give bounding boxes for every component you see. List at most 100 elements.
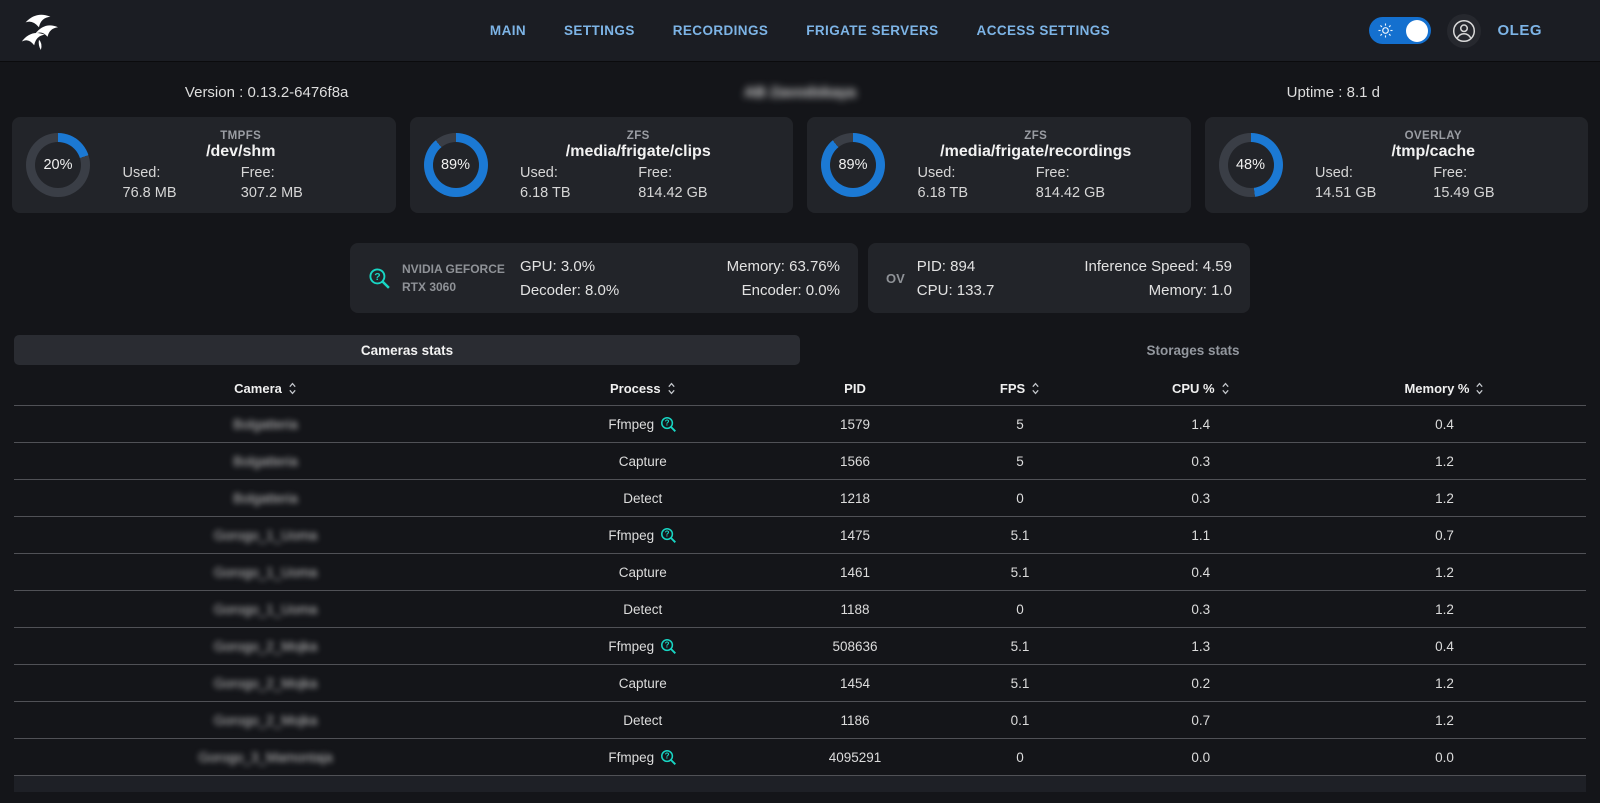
table-row: Gorogo_3_Mamontaja Ffmpeg ? 4095291 0 0.0 0.… xyxy=(14,738,1586,775)
camera-name-blurred: Gorogo_3_Mamontaja xyxy=(198,749,333,765)
column-label: Process xyxy=(609,380,661,396)
gpu-inspect-icon[interactable]: ? xyxy=(368,267,394,290)
detector-name: OV xyxy=(886,270,905,286)
svg-text:?: ? xyxy=(665,751,670,760)
free-value: 15.49 GB xyxy=(1433,184,1495,201)
storage-card-dev-shm: 20% TMPFS /dev/shm Used: 76.8 MB Free: 307… xyxy=(12,117,396,213)
table-row: Bolgatteria Ffmpeg ? 1579 5 1.4 0.4 xyxy=(14,405,1586,442)
free-label: Free: xyxy=(638,164,673,181)
fs-type-label: ZFS xyxy=(1024,129,1048,142)
gpu-stats-card: ? NVIDIA GEFORCE RTX 3060 GPU: 3.0% Deco… xyxy=(350,243,858,313)
pid-cell: 1454 xyxy=(839,675,871,691)
cpu-percent-cell: 1.4 xyxy=(1191,416,1211,432)
sort-icon xyxy=(667,382,675,395)
user-avatar-button[interactable] xyxy=(1447,13,1482,48)
camera-name-cell: Gorogo_1_Uoma xyxy=(14,565,517,580)
column-header-process[interactable]: Process xyxy=(517,380,769,396)
table-row: Gorogo_2_Mojka Capture 1454 5.1 0.2 1.2 xyxy=(14,664,1586,701)
column-header-pid: PID xyxy=(769,381,942,396)
process-name: Capture xyxy=(618,675,667,691)
process-name: Ffmpeg xyxy=(608,527,655,543)
used-label: Used: xyxy=(1315,164,1353,181)
usage-donut: 89% xyxy=(423,133,488,197)
nav-item-recordings[interactable]: RECORDINGS xyxy=(672,23,769,38)
gpu-stats-right: Memory: 63.76% Encoder: 0.0% xyxy=(727,258,840,299)
memory-percent-cell: 0.4 xyxy=(1435,638,1454,654)
table-row-partial xyxy=(14,775,1586,792)
user-icon xyxy=(1453,19,1476,42)
column-label: PID xyxy=(844,380,866,396)
usage-percent: 48% xyxy=(1227,142,1274,188)
username-label[interactable]: OLEG xyxy=(1497,22,1542,39)
pid-cell: 508636 xyxy=(832,638,878,654)
table-row: Gorogo_2_Mojka Detect 1186 0.1 0.7 1.2 xyxy=(14,701,1586,738)
stats-tabs: Cameras stats Storages stats xyxy=(14,335,1586,365)
column-label: Camera xyxy=(234,380,282,396)
used-label: Used: xyxy=(122,164,161,181)
column-header-camera[interactable]: Camera xyxy=(14,380,517,396)
process-name: Capture xyxy=(618,564,667,580)
tab-cameras-stats[interactable]: Cameras stats xyxy=(14,335,800,365)
camera-name-blurred: Gorogo_2_Mojka xyxy=(213,638,318,654)
column-header-fps[interactable]: FPS xyxy=(941,380,1098,396)
table-row: Bolgatteria Detect 1218 0 0.3 1.2 xyxy=(14,479,1586,516)
fps-cell: 5.1 xyxy=(1010,675,1030,691)
hardware-cards-row: ? NVIDIA GEFORCE RTX 3060 GPU: 3.0% Deco… xyxy=(0,243,1600,313)
memory-percent-cell: 0.7 xyxy=(1435,527,1454,543)
nav-item-access-settings[interactable]: ACCESS SETTINGS xyxy=(976,23,1111,38)
version-label: Version : 0.13.2-6476f8a xyxy=(184,83,349,101)
tab-storages-stats[interactable]: Storages stats xyxy=(1146,342,1240,358)
nav-item-settings[interactable]: SETTINGS xyxy=(564,23,635,38)
process-name: Ffmpeg xyxy=(608,749,655,765)
camera-name-cell: Bolgatteria xyxy=(14,417,517,432)
column-header-cpu[interactable]: CPU % xyxy=(1099,380,1303,396)
mount-path: /media/frigate/clips xyxy=(565,142,711,160)
pid-cell: 1186 xyxy=(840,712,870,728)
usage-donut: 48% xyxy=(1218,133,1283,197)
process-inspect-icon[interactable]: ? xyxy=(660,416,677,433)
frigate-logo xyxy=(16,10,62,52)
free-label: Free: xyxy=(1433,164,1468,181)
process-inspect-icon[interactable]: ? xyxy=(660,749,677,766)
process-inspect-icon[interactable]: ? xyxy=(660,638,677,655)
process-name: Ffmpeg xyxy=(608,416,655,432)
main-nav-links: MAIN SETTINGS RECORDINGS FRIGATE SERVERS ACC… xyxy=(0,23,1600,38)
camera-name-blurred: Bolgatteria xyxy=(233,416,298,432)
column-label: FPS xyxy=(999,380,1026,396)
fps-cell: 0 xyxy=(1016,601,1024,617)
process-cell: Detect xyxy=(517,602,769,617)
free-value: 814.42 GB xyxy=(638,184,708,201)
nav-item-main[interactable]: MAIN xyxy=(489,23,527,38)
sun-icon xyxy=(1378,23,1394,38)
fps-cell: 5.1 xyxy=(1010,638,1030,654)
fps-cell: 0.1 xyxy=(1010,712,1030,728)
storage-card-tmp-cache: 48% OVERLAY /tmp/cache Used: 14.51 GB Fre… xyxy=(1204,117,1588,213)
camera-name-cell: Gorogo_1_Uoma xyxy=(14,602,517,617)
pid-cell: 1188 xyxy=(840,601,870,617)
process-inspect-icon[interactable]: ? xyxy=(660,527,677,544)
top-navigation-bar: MAIN SETTINGS RECORDINGS FRIGATE SERVERS ACC… xyxy=(0,0,1600,61)
pid-cell: 1461 xyxy=(839,564,871,580)
memory-percent-cell: 0.4 xyxy=(1435,416,1454,432)
process-name: Ffmpeg xyxy=(608,638,655,654)
cpu-percent-cell: 1.1 xyxy=(1191,527,1211,543)
sort-icon xyxy=(289,382,296,395)
usage-donut: 89% xyxy=(821,133,885,197)
column-header-memory[interactable]: Memory % xyxy=(1303,380,1586,396)
nav-item-frigate-servers[interactable]: FRIGATE SERVERS xyxy=(806,23,939,38)
usage-percent: 20% xyxy=(35,142,81,188)
detector-stats-left: PID: 894 CPU: 133.7 xyxy=(917,258,995,299)
usage-donut: 20% xyxy=(26,133,90,197)
camera-name-blurred: Gorogo_1_Uoma xyxy=(213,527,318,543)
cpu-percent-cell: 1.3 xyxy=(1191,638,1211,654)
storage-cards-row: 20% TMPFS /dev/shm Used: 76.8 MB Free: 307… xyxy=(12,117,1588,213)
sort-icon xyxy=(1476,382,1484,395)
cpu-percent-cell: 0.7 xyxy=(1191,712,1211,728)
camera-name-cell: Gorogo_2_Mojka xyxy=(14,639,517,654)
gpu-usage: GPU: 3.0% xyxy=(520,257,596,275)
pid-cell: 1566 xyxy=(839,453,871,469)
free-value: 307.2 MB xyxy=(240,184,303,201)
memory-percent-cell: 1.2 xyxy=(1435,601,1454,617)
mount-path: /media/frigate/recordings xyxy=(940,142,1132,160)
theme-toggle[interactable] xyxy=(1369,17,1432,44)
